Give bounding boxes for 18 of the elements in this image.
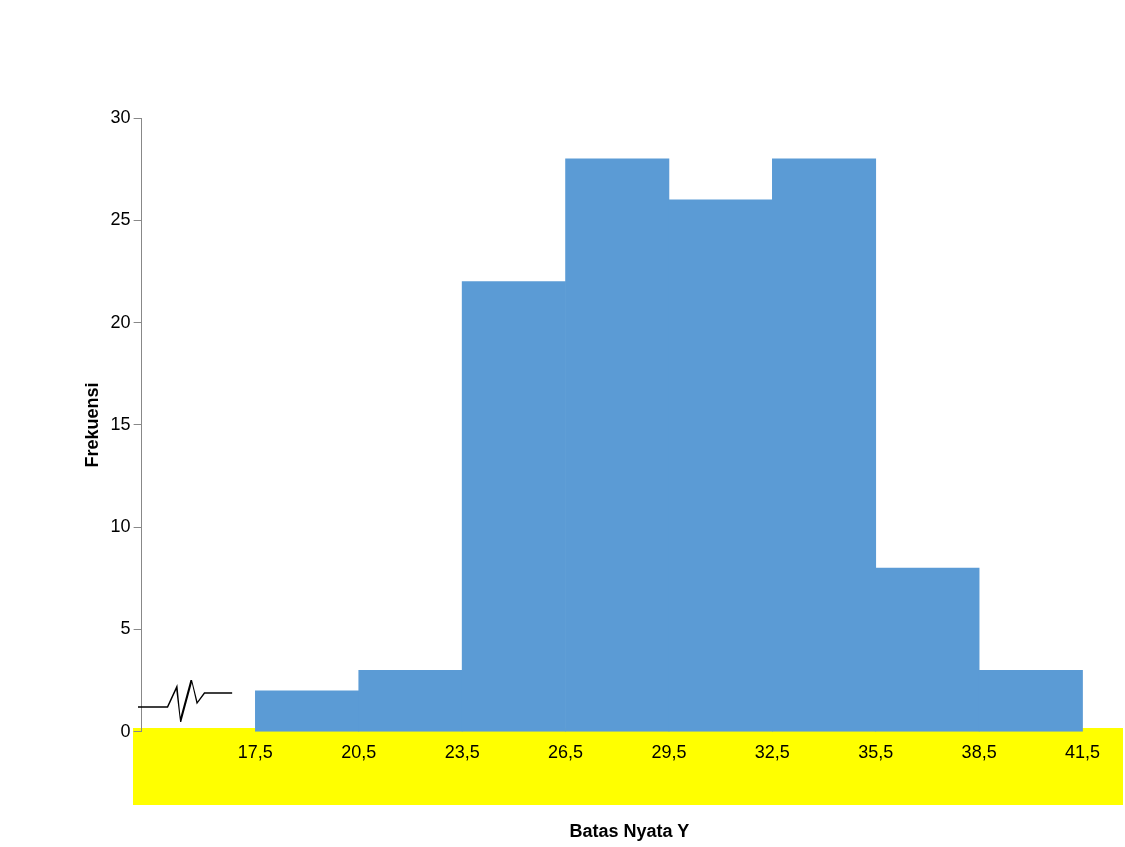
x-tick-label: 32,5: [754, 741, 790, 762]
x-tick-label: 23,5: [444, 741, 480, 762]
y-tick-label: 10: [110, 516, 131, 537]
y-tick-label: 0: [120, 720, 131, 741]
x-tick-label: 38,5: [961, 741, 997, 762]
y-tick-label: 30: [110, 106, 131, 127]
y-tick-label: 5: [120, 618, 131, 639]
x-axis-title: Batas Nyata Y: [569, 821, 690, 842]
y-axis-title: Frekuensi: [81, 382, 102, 468]
x-tick-label: 26,5: [548, 741, 584, 762]
x-tick-label: 29,5: [651, 741, 687, 762]
y-tick-label: 25: [110, 209, 131, 230]
y-tick-label: 15: [110, 413, 131, 434]
x-tick-label: 20,5: [341, 741, 377, 762]
x-tick-label: 17,5: [237, 741, 273, 762]
x-tick-label: 35,5: [858, 741, 894, 762]
y-tick-label: 20: [110, 311, 131, 332]
x-tick-label: 41,5: [1065, 741, 1101, 762]
